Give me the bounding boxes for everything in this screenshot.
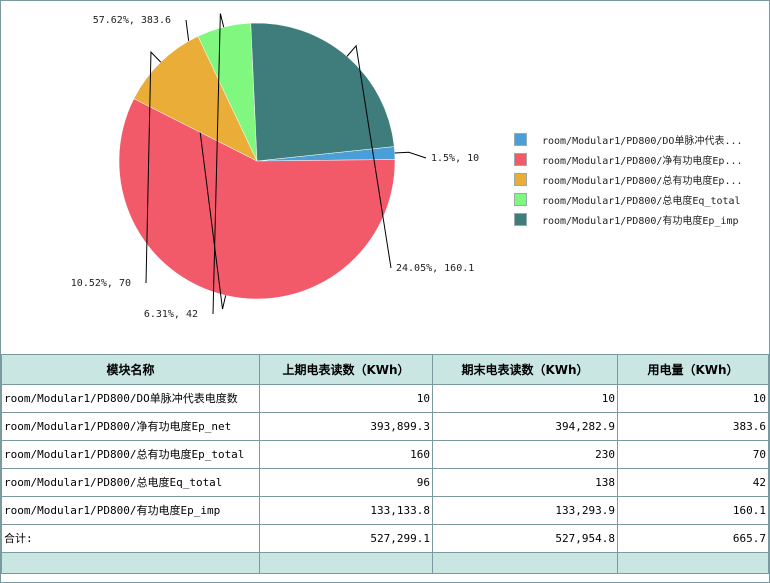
energy-table: 模块名称 上期电表读数（KWh） 期末电表读数（KWh） 用电量（KWh） ro… (1, 354, 769, 574)
final-reading-cell: 138 (432, 468, 618, 497)
module-name-cell: room/Modular1/PD800/总电度Eq_total (1, 468, 260, 497)
legend-swatch (514, 172, 527, 186)
module-name-cell: room/Modular1/PD800/有功电度Ep_imp (1, 496, 260, 525)
module-name-cell: room/Modular1/PD800/DO单脉冲代表电度数 (1, 384, 260, 413)
consumption-cell: 383.6 (617, 412, 769, 441)
legend-item: room/Modular1/PD800/DO单脉冲代表... (514, 129, 743, 149)
consumption-cell: 42 (617, 468, 769, 497)
previous-reading-cell: 160 (259, 440, 433, 469)
previous-reading-cell: 10 (259, 384, 433, 413)
slice-data-label: 1.5%, 10 (431, 153, 479, 164)
legend-swatch (514, 212, 527, 226)
total-label-cell: 合计: (1, 524, 260, 553)
slice-data-label: 24.05%, 160.1 (396, 263, 474, 274)
leader-line (394, 151, 427, 159)
table-footer-row (1, 552, 769, 574)
table-header-row: 模块名称 上期电表读数（KWh） 期末电表读数（KWh） 用电量（KWh） (1, 354, 769, 385)
legend-item: room/Modular1/PD800/总电度Eq_total (514, 189, 743, 209)
leader-line (212, 13, 225, 315)
table-row: room/Modular1/PD800/DO单脉冲代表电度数 10 10 10 (1, 384, 769, 413)
legend-label: room/Modular1/PD800/DO单脉冲代表... (542, 135, 743, 147)
total-consumption-cell: 665.7 (617, 524, 769, 553)
legend-label: room/Modular1/PD800/净有功电度Ep... (542, 155, 743, 167)
previous-reading-cell: 393,899.3 (259, 412, 433, 441)
table-row: room/Modular1/PD800/总有功电度Ep_total 160 23… (1, 440, 769, 469)
pie-chart-area: 1.5%, 10 57.62%, 383.6 10.52%, 70 6.31%, 42… (1, 1, 768, 353)
legend-item: room/Modular1/PD800/总有功电度Ep... (514, 169, 743, 189)
table-row: room/Modular1/PD800/有功电度Ep_imp 133,133.8… (1, 496, 769, 525)
slice-data-label: 10.52%, 70 (71, 278, 131, 289)
table-row: room/Modular1/PD800/净有功电度Ep_net 393,899.… (1, 412, 769, 441)
previous-reading-cell: 133,133.8 (259, 496, 433, 525)
column-header-module-name: 模块名称 (1, 354, 260, 385)
legend-item: room/Modular1/PD800/净有功电度Ep... (514, 149, 743, 169)
column-header-consumption: 用电量（KWh） (617, 354, 769, 385)
final-reading-cell: 10 (432, 384, 618, 413)
total-previous-reading-cell: 527,299.1 (259, 524, 433, 553)
column-header-previous-reading: 上期电表读数（KWh） (259, 354, 433, 385)
module-name-cell: room/Modular1/PD800/净有功电度Ep_net (1, 412, 260, 441)
consumption-cell: 10 (617, 384, 769, 413)
module-name-cell: room/Modular1/PD800/总有功电度Ep_total (1, 440, 260, 469)
legend-label: room/Modular1/PD800/总有功电度Ep... (542, 175, 743, 187)
total-final-reading-cell: 527,954.8 (432, 524, 618, 553)
legend-item: room/Modular1/PD800/有功电度Ep_imp (514, 209, 743, 229)
leader-line (346, 44, 392, 269)
pie-slice (133, 35, 258, 162)
table-row: room/Modular1/PD800/总电度Eq_total 96 138 4… (1, 468, 769, 497)
pie-chart: 1.5%, 10 57.62%, 383.6 10.52%, 70 6.31%, 42… (71, 13, 479, 320)
legend-swatch (514, 132, 527, 146)
chart-legend: room/Modular1/PD800/DO单脉冲代表... room/Modul… (514, 129, 743, 229)
legend-label: room/Modular1/PD800/有功电度Ep_imp (542, 215, 739, 227)
previous-reading-cell: 96 (259, 468, 433, 497)
legend-swatch (514, 152, 527, 166)
final-reading-cell: 394,282.9 (432, 412, 618, 441)
pie-slice (250, 22, 395, 162)
slice-data-label: 6.31%, 42 (144, 309, 198, 320)
total-row: 合计: 527,299.1 527,954.8 665.7 (1, 524, 769, 553)
consumption-cell: 160.1 (617, 496, 769, 525)
final-reading-cell: 230 (432, 440, 618, 469)
legend-swatch (514, 192, 527, 206)
final-reading-cell: 133,293.9 (432, 496, 618, 525)
legend-label: room/Modular1/PD800/总电度Eq_total (542, 195, 741, 207)
column-header-final-reading: 期末电表读数（KWh） (432, 354, 618, 385)
consumption-cell: 70 (617, 440, 769, 469)
slice-data-label: 57.62%, 383.6 (93, 15, 171, 26)
leader-line (145, 50, 162, 284)
